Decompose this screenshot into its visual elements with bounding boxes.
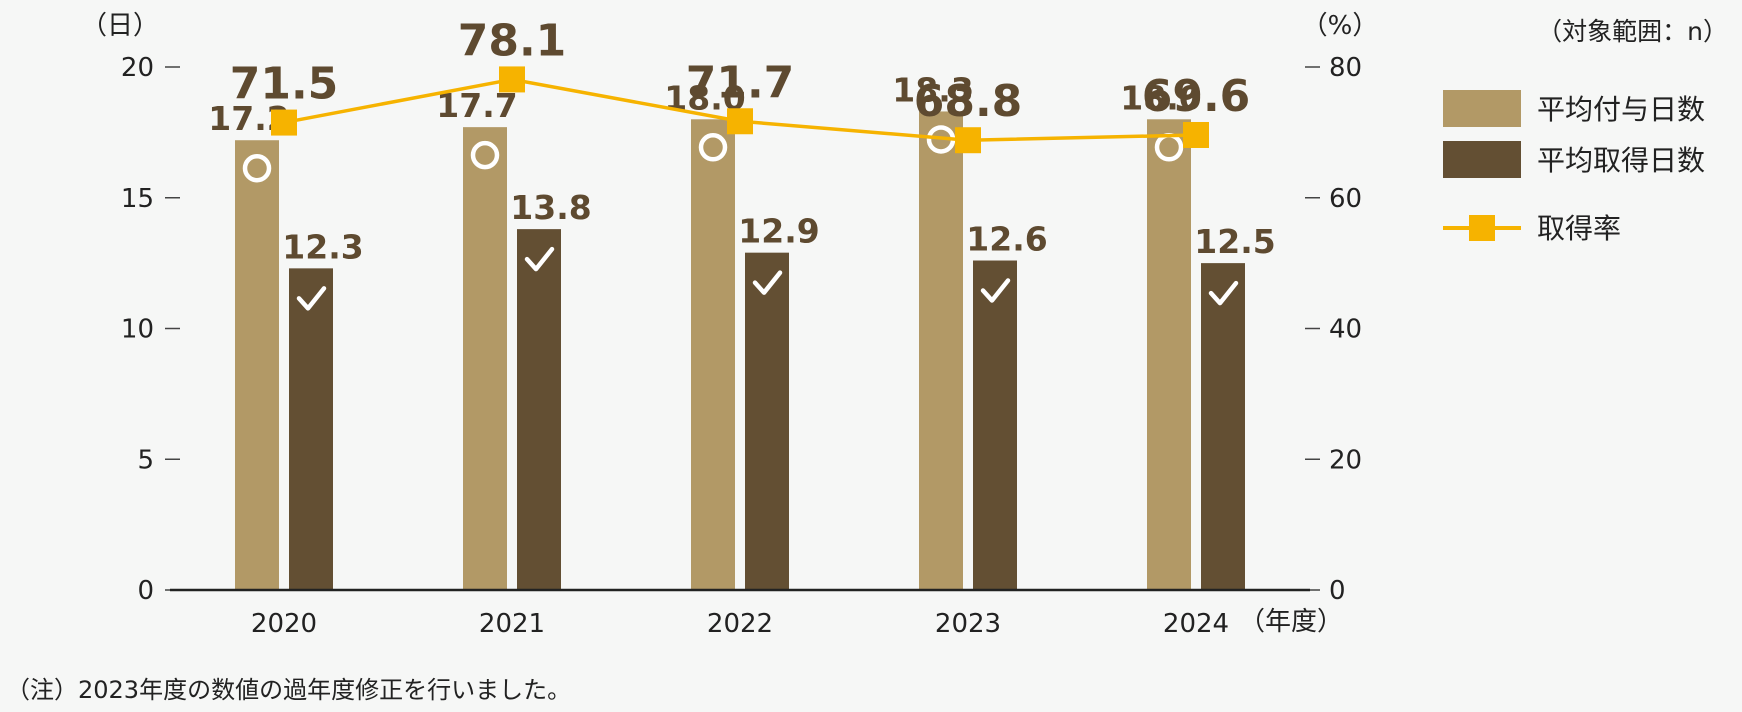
bar-label-taken-2020: 12.3 bbox=[282, 227, 363, 266]
rate-label-2021: 78.1 bbox=[458, 15, 567, 66]
legend-label-rate: 取得率 bbox=[1537, 212, 1621, 245]
right-axis-unit: （%） bbox=[1302, 11, 1379, 41]
bar-taken-2021 bbox=[517, 229, 561, 590]
right-axis-tick-label: 40 bbox=[1329, 315, 1362, 345]
bar-taken-2024 bbox=[1201, 263, 1245, 590]
left-axis: 0 5 10 15 20 bbox=[121, 53, 180, 606]
right-axis-tick-label: 20 bbox=[1329, 445, 1362, 475]
bar-label-taken-2023: 12.6 bbox=[966, 220, 1047, 259]
right-axis: 0 20 40 60 80 bbox=[1305, 53, 1362, 606]
bar-granted-2023 bbox=[919, 111, 963, 590]
x-axis-tick-label: 2021 bbox=[479, 609, 545, 639]
rate-point-2020 bbox=[271, 109, 297, 136]
check-icon bbox=[980, 278, 1011, 303]
rate-point-2021 bbox=[499, 66, 525, 93]
check-icon bbox=[524, 246, 555, 272]
legend: 平均付与日数 平均取得日数 取得率 bbox=[1443, 90, 1705, 245]
bar-taken-2023 bbox=[973, 260, 1017, 590]
rate-label-2020: 71.5 bbox=[230, 59, 339, 110]
circle-icon bbox=[698, 133, 728, 162]
rate-line: 71.5 78.1 71.7 68.8 69.6 bbox=[230, 15, 1251, 154]
check-icon bbox=[1208, 280, 1239, 306]
bar-label-granted-2024: 18.0 bbox=[1120, 78, 1201, 117]
bar-granted-2024 bbox=[1147, 119, 1191, 591]
x-axis-tick-label: 2024 bbox=[1163, 609, 1229, 639]
bar-granted-2022 bbox=[691, 119, 735, 591]
bars: 17.212.317.713.818.012.918.312.618.012.5 bbox=[208, 70, 1276, 591]
legend-label-taken: 平均取得日数 bbox=[1537, 144, 1705, 177]
left-axis-tick-label: 5 bbox=[137, 445, 154, 475]
rate-point-2024 bbox=[1183, 121, 1209, 148]
legend-label-granted: 平均付与日数 bbox=[1537, 93, 1705, 126]
x-axis-tick-label: 2020 bbox=[251, 609, 317, 639]
circle-icon bbox=[470, 140, 500, 170]
legend-marker-rate bbox=[1469, 215, 1495, 241]
circle-icon bbox=[242, 153, 272, 183]
x-axis-tick-label: 2023 bbox=[935, 609, 1001, 639]
legend-swatch-granted bbox=[1443, 90, 1521, 127]
bar-label-taken-2022: 12.9 bbox=[738, 212, 819, 251]
bar-label-taken-2021: 13.8 bbox=[510, 188, 591, 227]
x-axis-tick-label: 2022 bbox=[707, 609, 773, 639]
legend-swatch-taken bbox=[1443, 141, 1521, 178]
bar-taken-2020 bbox=[289, 268, 333, 590]
right-axis-tick-label: 0 bbox=[1329, 576, 1346, 606]
left-axis-tick-label: 20 bbox=[121, 53, 154, 83]
x-axis-unit: （年度） bbox=[1239, 607, 1343, 637]
footnote: （注）2023年度の数値の過年度修正を行いました。 bbox=[6, 676, 571, 704]
x-axis: 2020 2021 2022 2023 2024 bbox=[170, 588, 1310, 639]
bar-granted-2021 bbox=[463, 127, 507, 591]
left-axis-tick-label: 15 bbox=[121, 184, 154, 214]
left-axis-tick-label: 10 bbox=[121, 315, 154, 345]
rate-label-2024: 69.6 bbox=[1142, 71, 1251, 122]
right-axis-tick-label: 60 bbox=[1329, 184, 1362, 214]
left-axis-unit: （日） bbox=[81, 11, 159, 41]
rate-label-2023: 68.8 bbox=[914, 76, 1023, 127]
bar-granted-2020 bbox=[235, 140, 279, 590]
scope-label: （対象範囲：n） bbox=[1537, 17, 1728, 46]
bar-label-taken-2024: 12.5 bbox=[1194, 222, 1275, 261]
check-icon bbox=[752, 270, 783, 295]
right-axis-tick-label: 80 bbox=[1329, 53, 1362, 83]
bar-label-granted-2023: 18.3 bbox=[892, 70, 973, 109]
rate-label-2022: 71.7 bbox=[686, 57, 795, 108]
check-icon bbox=[296, 286, 327, 311]
rate-point-2022 bbox=[727, 108, 753, 135]
rate-point-2023 bbox=[955, 127, 981, 154]
left-axis-tick-label: 0 bbox=[137, 576, 154, 606]
bar-taken-2022 bbox=[745, 252, 789, 591]
